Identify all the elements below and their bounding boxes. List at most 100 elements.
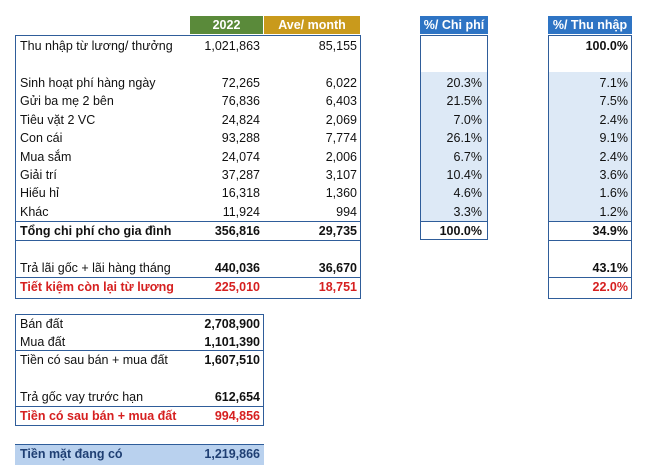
expense-year: 93,288 xyxy=(221,131,260,146)
loan-year: 440,036 xyxy=(214,261,260,275)
expense-pct-income: 7.1% xyxy=(599,76,629,90)
loan-month: 36,670 xyxy=(318,261,357,275)
land-subtotal-line xyxy=(15,350,264,351)
expense-year: 37,287 xyxy=(221,168,260,182)
land-buy-row: Mua đất 1,101,390 xyxy=(20,333,260,351)
header-pct-expense: %/ Chi phí xyxy=(420,16,488,34)
land-after2-row: Tiền có sau bán + mua đất 994,856 xyxy=(20,407,260,425)
land-after-label: Tiền có sau bán + mua đất xyxy=(20,353,168,367)
expense-pct-income: 1.6% xyxy=(599,186,629,201)
expense-month: 7,774 xyxy=(325,131,357,146)
expense-label: Giải trí xyxy=(20,168,57,182)
land-after2-label: Tiền có sau bán + mua đất xyxy=(20,409,177,423)
land-prepay-label: Trả gốc vay trước hạn xyxy=(20,390,144,404)
expense-pct-income: 2.4% xyxy=(599,149,629,164)
pct-expense-fill xyxy=(421,72,487,221)
expense-row: Giải trí 37,287 3,107 10.4% 3.6% xyxy=(20,166,632,184)
income-label: Thu nhập từ lương/ thưởng xyxy=(20,39,173,53)
land-after-row: Tiền có sau bán + mua đất 1,607,510 xyxy=(20,351,260,369)
expense-year: 72,265 xyxy=(221,76,260,90)
expense-label: Khác xyxy=(20,204,49,219)
expense-pct-expense: 4.6% xyxy=(453,186,483,201)
expense-year: 24,074 xyxy=(221,149,260,164)
expense-row: Hiếu hỉ 16,318 1,360 4.6% 1.6% xyxy=(20,184,632,202)
expense-pct-income: 2.4% xyxy=(599,112,629,127)
land-prepay-row: Trả gốc vay trước hạn 612,654 xyxy=(20,388,260,406)
pct-income-column xyxy=(548,35,632,299)
expense-year: 24,824 xyxy=(221,112,260,127)
expense-row: Con cái 93,288 7,774 26.1% 9.1% xyxy=(20,129,632,147)
total-row: Tổng chi phí cho gia đình 356,816 29,735… xyxy=(20,222,632,240)
total-year: 356,816 xyxy=(214,224,260,238)
total-pct-income: 34.9% xyxy=(592,224,628,238)
expense-month: 994 xyxy=(336,204,357,219)
income-year: 1,021,863 xyxy=(204,39,260,53)
savings-year: 225,010 xyxy=(214,280,260,294)
savings-month: 18,751 xyxy=(318,280,357,294)
expense-month: 6,022 xyxy=(325,76,357,90)
land-prepay-value: 612,654 xyxy=(214,390,260,404)
loan-row: Trả lãi gốc + lãi hàng tháng 440,036 36,… xyxy=(20,259,632,277)
expense-year: 76,836 xyxy=(221,94,260,109)
expense-pct-expense: 20.3% xyxy=(446,76,482,90)
expense-pct-income: 1.2% xyxy=(599,204,629,219)
land-sell-label: Bán đất xyxy=(20,317,64,331)
cash-value: 1,219,866 xyxy=(204,447,260,461)
land-buy-label: Mua đất xyxy=(20,335,66,349)
income-month: 85,155 xyxy=(318,39,357,53)
land-buy-value: 1,101,390 xyxy=(204,335,260,349)
expense-row: Khác 11,924 994 3.3% 1.2% xyxy=(20,203,632,221)
pct-income-total-bottom xyxy=(548,240,632,241)
cash-bar xyxy=(15,444,264,465)
expense-month: 1,360 xyxy=(325,186,357,201)
pct-expense-total-line xyxy=(420,221,488,222)
income-row: Thu nhập từ lương/ thưởng 1,021,863 85,1… xyxy=(20,37,632,55)
expense-pct-expense: 21.5% xyxy=(446,94,482,109)
expense-row: Mua sắm 24,074 2,006 6.7% 2.4% xyxy=(20,148,632,166)
expense-row: Gửi ba mẹ 2 bên 76,836 6,403 21.5% 7.5% xyxy=(20,92,632,110)
cash-row: Tiền mặt đang có 1,219,866 xyxy=(20,445,260,463)
expense-row: Sinh hoạt phí hàng ngày 72,265 6,022 20.3% 7… xyxy=(20,74,632,92)
land-sell-row: Bán đất 2,708,900 xyxy=(20,315,260,333)
expense-year: 11,924 xyxy=(222,204,260,219)
expense-pct-income: 7.5% xyxy=(599,94,629,109)
land-sell-value: 2,708,900 xyxy=(204,317,260,331)
loan-pct-income: 43.1% xyxy=(592,261,628,275)
land-after2-value: 994,856 xyxy=(214,409,260,423)
cash-label: Tiền mặt đang có xyxy=(20,447,123,461)
expense-pct-expense: 10.4% xyxy=(446,168,482,182)
expense-pct-income: 3.6% xyxy=(599,168,629,182)
pct-income-fill xyxy=(549,72,631,221)
expense-label: Gửi ba mẹ 2 bên xyxy=(20,94,114,109)
header-pct-income: %/ Thu nhập xyxy=(548,16,632,34)
expense-label: Sinh hoạt phí hàng ngày xyxy=(20,76,156,90)
expense-pct-expense: 6.7% xyxy=(453,149,483,164)
expense-pct-income: 9.1% xyxy=(599,131,629,146)
expense-month: 2,006 xyxy=(325,149,357,164)
expense-year: 16,318 xyxy=(221,186,260,201)
main-table-border xyxy=(15,35,361,299)
expense-pct-expense: 26.1% xyxy=(446,131,482,146)
expense-month: 6,403 xyxy=(325,94,357,109)
savings-row: Tiết kiệm còn lại từ lương 225,010 18,75… xyxy=(20,278,632,296)
expense-label: Tiêu vặt 2 VC xyxy=(20,112,96,127)
land-final-line xyxy=(15,406,264,407)
expense-month: 3,107 xyxy=(325,168,357,182)
expense-pct-expense: 3.3% xyxy=(453,204,483,219)
total-pct-expense: 100.0% xyxy=(439,224,482,238)
land-table-border xyxy=(15,314,264,426)
expense-row: Tiêu vặt 2 VC 24,824 2,069 7.0% 2.4% xyxy=(20,111,632,129)
pct-income-savings-line xyxy=(548,277,632,278)
land-after-value: 1,607,510 xyxy=(204,353,260,367)
total-bottom-line xyxy=(15,240,361,241)
expense-month: 2,069 xyxy=(325,112,357,127)
savings-pct-income: 22.0% xyxy=(592,280,628,294)
header-year: 2022 xyxy=(190,16,263,34)
expense-label: Con cái xyxy=(20,131,63,146)
expense-label: Hiếu hỉ xyxy=(20,186,59,201)
loan-label: Trả lãi gốc + lãi hàng tháng xyxy=(20,261,171,275)
expense-label: Mua sắm xyxy=(20,149,72,164)
savings-label: Tiết kiệm còn lại từ lương xyxy=(20,280,174,294)
pct-expense-column xyxy=(420,35,488,240)
savings-top-line xyxy=(15,277,361,278)
